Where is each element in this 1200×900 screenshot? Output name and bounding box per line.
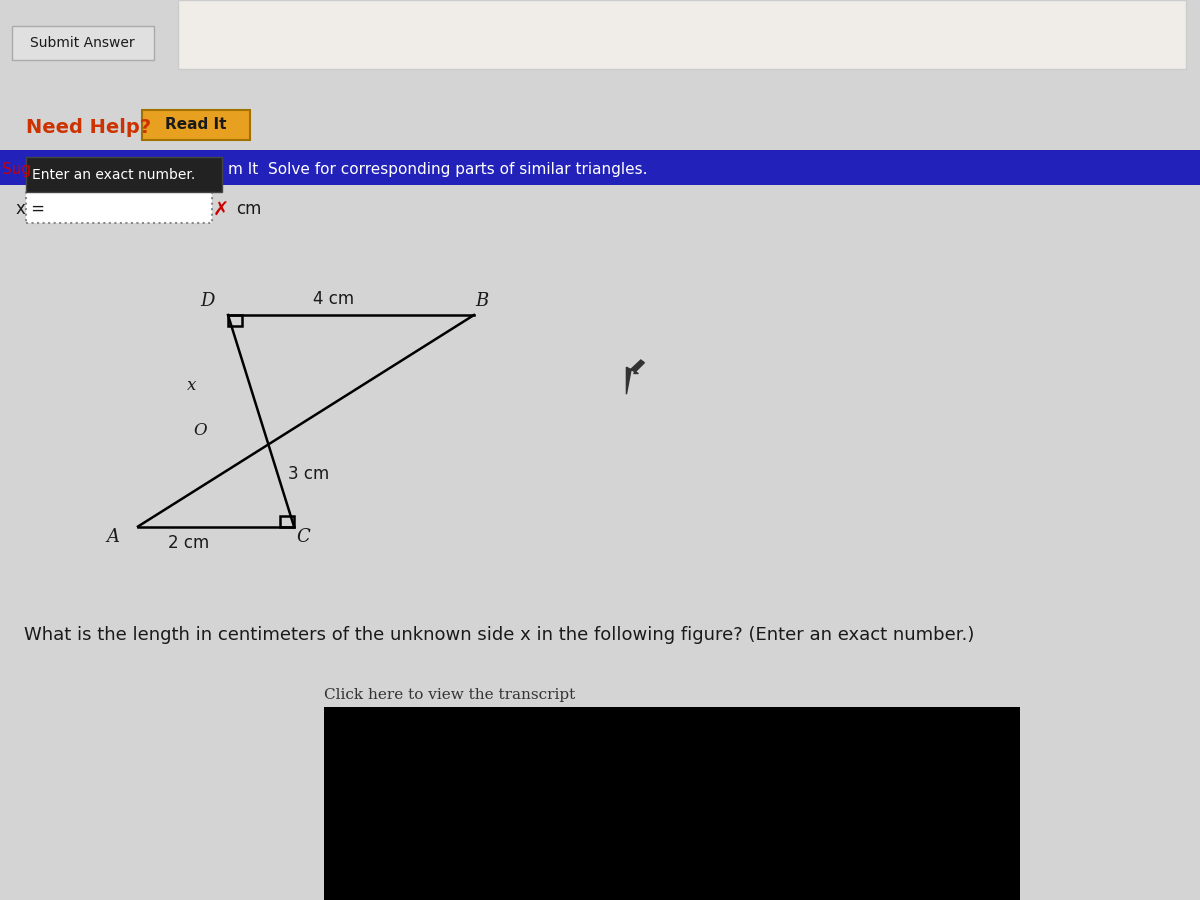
Text: Enter an exact number.: Enter an exact number. — [32, 167, 196, 182]
Text: Read It: Read It — [164, 117, 227, 132]
Text: x: x — [187, 377, 197, 393]
Text: m It  Solve for corresponding parts of similar triangles.: m It Solve for corresponding parts of si… — [228, 162, 648, 176]
Bar — [178, 0, 1186, 69]
Bar — [142, 110, 250, 140]
Bar — [280, 516, 294, 526]
Bar — [0, 150, 1200, 184]
Text: What is the length in centimeters of the unknown side x in the following figure?: What is the length in centimeters of the… — [24, 626, 974, 644]
Text: D: D — [200, 292, 215, 310]
Text: A: A — [107, 528, 119, 546]
Text: cm: cm — [236, 200, 262, 218]
Text: Sug: Sug — [2, 162, 31, 176]
Text: 2 cm: 2 cm — [168, 534, 209, 552]
Text: 4 cm: 4 cm — [313, 290, 354, 308]
Bar — [26, 158, 222, 192]
Bar — [228, 315, 242, 326]
Text: B: B — [475, 292, 490, 310]
Text: 3 cm: 3 cm — [288, 465, 329, 483]
Text: x =: x = — [16, 200, 44, 218]
Text: ✗: ✗ — [212, 201, 229, 220]
Text: Click here to view the transcript: Click here to view the transcript — [324, 688, 575, 703]
Text: C: C — [296, 528, 311, 546]
Text: Need Help?: Need Help? — [26, 118, 151, 138]
Bar — [26, 189, 212, 223]
Bar — [12, 26, 154, 60]
Text: Submit Answer: Submit Answer — [30, 36, 136, 50]
Text: O: O — [193, 422, 208, 438]
Polygon shape — [626, 360, 644, 394]
Bar — [324, 706, 1020, 900]
